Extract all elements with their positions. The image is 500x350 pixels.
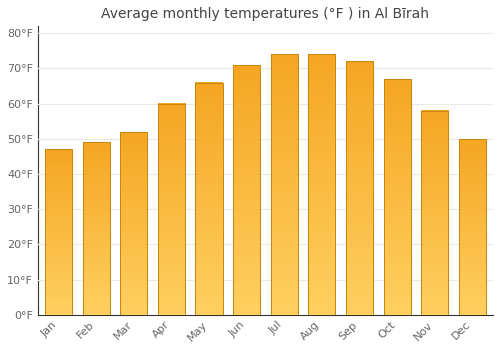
Bar xyxy=(346,62,373,315)
Bar xyxy=(196,83,222,315)
Bar xyxy=(82,142,110,315)
Title: Average monthly temperatures (°F ) in Al Bīrah: Average monthly temperatures (°F ) in Al… xyxy=(102,7,429,21)
Bar xyxy=(308,54,336,315)
Bar xyxy=(233,65,260,315)
Bar xyxy=(270,54,298,315)
Bar xyxy=(45,149,72,315)
Bar xyxy=(158,104,185,315)
Bar xyxy=(384,79,410,315)
Bar xyxy=(421,111,448,315)
Bar xyxy=(459,139,486,315)
Bar xyxy=(120,132,148,315)
